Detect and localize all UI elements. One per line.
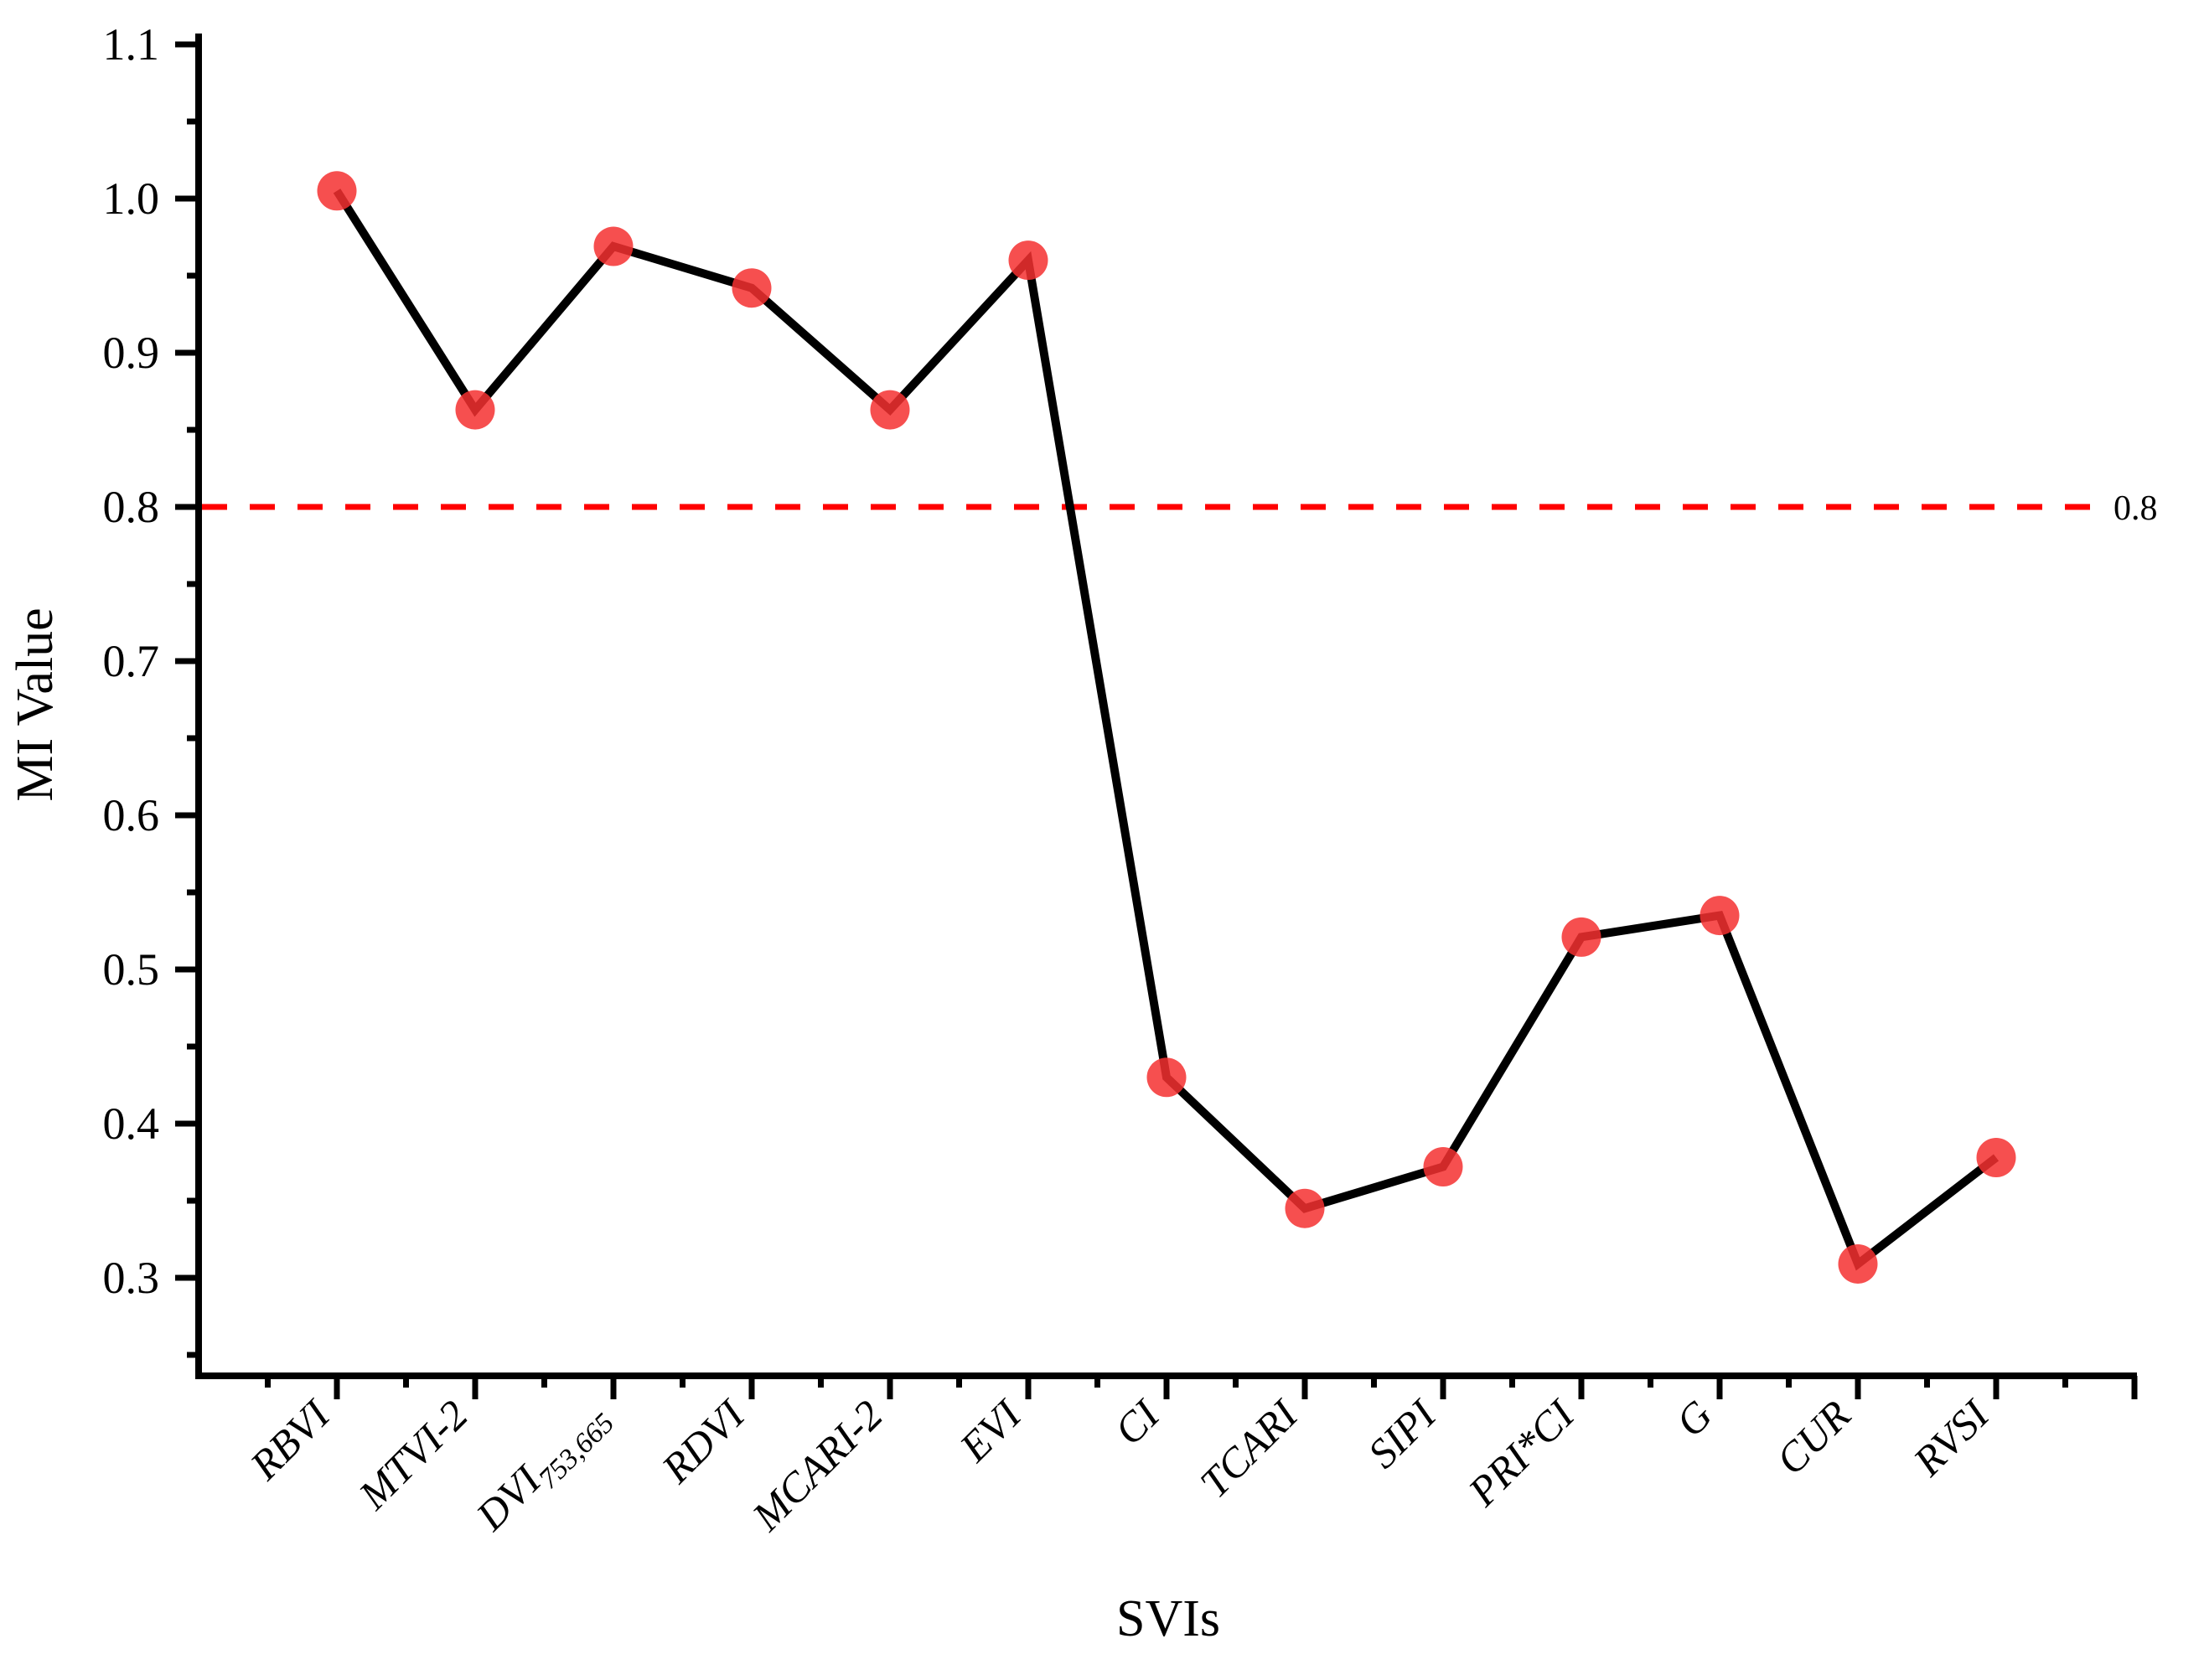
x-category-label: EVI [950,1390,1032,1471]
y-tick-label: 0.3 [103,1253,160,1303]
x-category-label: RDVI [652,1390,754,1492]
data-point-marker [732,268,772,308]
x-category-label: TCARI [1191,1390,1307,1507]
data-point-marker [1146,1057,1187,1098]
data-point-marker [1285,1188,1325,1228]
data-point-marker [317,171,357,211]
y-tick-label: 1.0 [103,173,160,224]
y-tick-label: 0.5 [103,944,160,995]
x-category-label: CI [1105,1390,1170,1455]
data-point-marker [1838,1243,1878,1284]
y-axis-title: MI Value [7,607,64,801]
data-point-marker [1976,1137,2016,1177]
data-point-marker [1423,1147,1463,1187]
y-tick-label: 0.4 [103,1098,160,1149]
y-tick-label: 0.9 [103,328,160,378]
x-category-label: G [1667,1391,1721,1445]
y-tick-label: 0.8 [103,482,160,532]
axis-spines [195,34,2137,1379]
ticks-layer [175,41,2138,1399]
data-point-marker [870,390,910,430]
tick-labels-layer: 0.3 0.4 0.5 0.6 0.7 0.8 0.9 1.0 1.1 RBVI MTVI-2DVI… [103,19,2000,1545]
data-point-marker [1008,240,1048,281]
x-category-label: DVI753,665 [466,1391,620,1545]
data-point-marker [1700,896,1740,936]
y-tick-label: 0.6 [103,790,160,840]
x-category-label: RVSI [1903,1390,1999,1486]
axes-layer [195,34,2137,1379]
data-series-line [333,189,2000,1271]
x-category-label: CUR [1767,1391,1859,1483]
data-point-marker [455,390,495,430]
x-category-label: MCARI-2 [742,1391,892,1540]
y-tick-label: 1.1 [103,19,160,70]
data-point-marker [1561,917,1601,957]
x-axis-title: SVIs [1116,1590,1220,1647]
x-category-label: MTVI-2 [349,1391,477,1518]
data-point-marker [593,226,634,266]
data-series-layer [317,171,2016,1284]
reference-line-label: 0.8 [2113,489,2158,528]
y-tick-label: 0.7 [103,636,160,686]
x-category-label: SIPI [1358,1390,1446,1477]
x-category-label: RBVI [241,1390,340,1490]
x-category-label: PRI*CI [1458,1390,1584,1516]
